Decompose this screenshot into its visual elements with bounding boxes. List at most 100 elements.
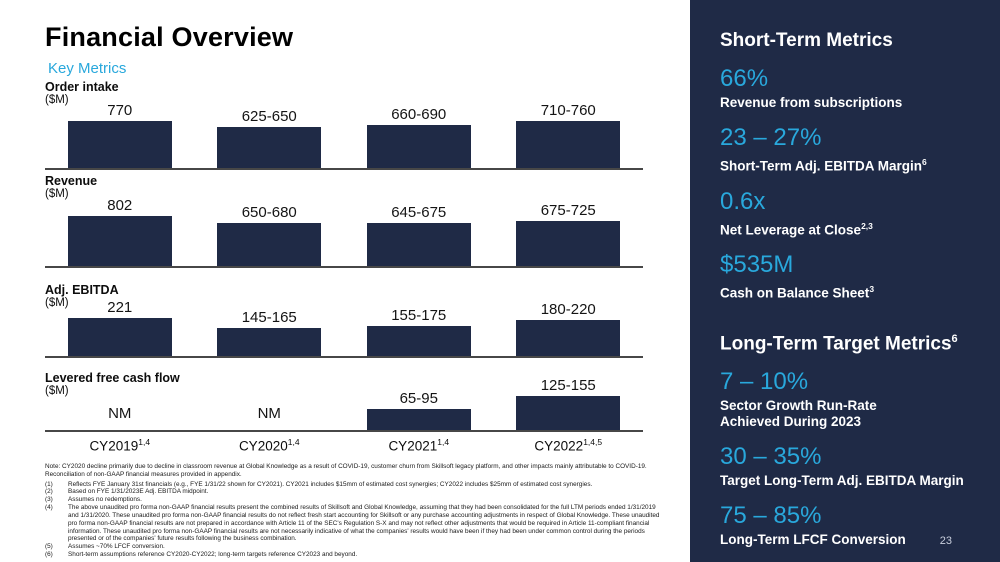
sidebar-heading-short-term: Short-Term Metrics: [720, 30, 893, 51]
footnote-number: (5): [45, 543, 53, 551]
chart-row-revenue: Revenue ($M) 802 650-680 645-675 675-725: [45, 174, 643, 268]
footnote-number: (3): [45, 496, 53, 504]
chart-unit: ($M): [45, 385, 69, 397]
footnote-list: (1) Reflects FYE January 31st financials …: [45, 481, 661, 559]
bar-value-label: 65-95: [399, 390, 438, 407]
footnote-item: (3) Assumes no redemptions.: [45, 496, 661, 504]
bar: [516, 221, 621, 266]
metric-lt-lfcf-conversion: 75 – 85% Long-Term LFCF Conversion: [720, 501, 976, 548]
bar-value-label: 660-690: [391, 106, 447, 123]
metric-label: Net Leverage at Close2,3: [720, 220, 873, 238]
bar: [366, 326, 471, 356]
sidebar-section-short-term: Short-Term Metrics 66% Revenue from subscr…: [720, 30, 976, 302]
superscript: 1,4,5: [583, 437, 603, 447]
bar-cell: 710-760: [494, 103, 644, 168]
bar: [217, 127, 322, 168]
metric-label: Short-Term Adj. EBITDA Margin6: [720, 157, 927, 174]
metric-label: Revenue from subscriptions: [720, 95, 903, 110]
chart-row-adj-ebitda: Adj. EBITDA ($M) 221 145-165 155-175 180-220: [45, 283, 643, 358]
metric-value: 0.6x: [720, 187, 766, 215]
superscript: 6: [951, 332, 958, 345]
bar-value-label: 145-165: [241, 309, 297, 326]
chart-area: 221 145-165 155-175 180-220: [45, 300, 643, 358]
chart-unit: ($M): [45, 94, 69, 106]
chart-title: Order intake: [45, 80, 119, 94]
footnote-text: Assumes no redemptions.: [68, 496, 142, 504]
bar-cell: 770: [45, 103, 195, 168]
bar-value-label: 180-220: [540, 301, 596, 318]
bar-value-label: 221: [107, 299, 133, 316]
superscript: 1,4: [138, 437, 151, 447]
metric-st-ebitda-margin: 23 – 27% Short-Term Adj. EBITDA Margin6: [720, 125, 976, 175]
metric-label: Target Long-Term Adj. EBITDA Margin: [720, 472, 964, 488]
footnote-note: Note: CY2020 decline primarily due to de…: [45, 463, 647, 478]
x-axis-label-cy2020: CY20201,4: [238, 437, 300, 454]
bar: [67, 121, 172, 168]
bar-cell: 645-675: [344, 198, 494, 266]
bar-value-label: 125-155: [540, 377, 596, 394]
superscript: 2,3: [861, 220, 873, 231]
metric-label: Sector Growth Run-Rate Achieved During 20…: [720, 397, 877, 429]
charts: Order intake ($M) 770 625-650 660-690 710-760…: [45, 0, 643, 562]
chart-unit: ($M): [45, 297, 69, 309]
page-number: 23: [939, 535, 952, 547]
footnote-number: (6): [45, 550, 53, 558]
chart-area: 802 650-680 645-675 675-725: [45, 198, 643, 268]
subtitle-key-metrics: Key Metrics: [48, 60, 127, 77]
metrics-sidebar: Short-Term Metrics 66% Revenue from subscr…: [690, 0, 1000, 562]
bar-value-label: 802: [107, 197, 133, 214]
bar: [516, 320, 621, 356]
metric-label: Long-Term LFCF Conversion: [720, 531, 906, 547]
bar-cell: 660-690: [344, 103, 494, 168]
metric-cash-balance: $535M Cash on Balance Sheet3: [720, 252, 976, 302]
footnote-text: The above unaudited pro forma non-GAAP f…: [68, 504, 660, 543]
chart-title: Revenue: [45, 174, 98, 188]
bar: [516, 396, 621, 430]
metric-value: 66%: [720, 65, 769, 92]
sidebar-heading-long-term: Long-Term Target Metrics6: [720, 332, 958, 354]
metric-sector-growth: 7 – 10% Sector Growth Run-Rate Achieved Du…: [720, 367, 976, 430]
bar: [516, 121, 621, 168]
bar: [366, 223, 471, 266]
x-axis-labels: CY20191,4 CY20201,4 CY20211,4 CY20221,4,5: [45, 437, 643, 454]
page-title: Financial Overview: [45, 22, 294, 52]
footnote-item: (1) Reflects FYE January 31st financials …: [45, 481, 661, 489]
metric-value: 23 – 27%: [720, 124, 822, 151]
bar-value-label: 155-175: [391, 307, 447, 324]
bar-value-label: 710-760: [540, 102, 596, 119]
footnote-text: Assumes ~70% LFCF conversion.: [68, 543, 165, 551]
footnote-number: (4): [45, 504, 53, 512]
bar: [217, 223, 322, 266]
bar-cell: 650-680: [195, 198, 345, 266]
x-axis-label-cy2022: CY20221,4,5: [534, 437, 603, 454]
superscript: 3: [869, 284, 875, 294]
metric-lt-ebitda-margin: 30 – 35% Target Long-Term Adj. EBITDA Mar…: [720, 442, 976, 489]
bar: [217, 328, 322, 356]
chart-row-levered-fcf: Levered free cash flow ($M) NM NM 65-95 125-1…: [45, 371, 643, 432]
bar: [366, 125, 471, 168]
sidebar-section-long-term: Long-Term Target Metrics6 7 – 10% Sector G…: [720, 328, 976, 548]
bar-value-label: 650-680: [241, 204, 297, 221]
sidebar-sections: Short-Term Metrics 66% Revenue from subscr…: [720, 30, 976, 548]
metric-value: 30 – 35%: [720, 442, 822, 470]
footnote-item: (5) Assumes ~70% LFCF conversion.: [45, 543, 661, 551]
metric-value: $535M: [720, 251, 794, 278]
x-axis-label-cy2019: CY20191,4: [89, 437, 151, 454]
bar: [67, 318, 172, 356]
bar-value-label: NM: [257, 405, 281, 422]
bar-cell: 802: [45, 198, 195, 266]
bar-cell: 145-165: [195, 300, 345, 356]
bar-cell: NM: [45, 378, 195, 430]
metric-value: 75 – 85%: [720, 501, 822, 529]
chart-title: Adj. EBITDA: [45, 283, 119, 297]
footnote-text: Based on FYE 1/31/2023E Adj. EBITDA midp…: [68, 488, 209, 496]
bar-cell: NM: [195, 378, 345, 430]
footnote-item: (6) Short-term assumptions reference CY20…: [45, 551, 661, 559]
metric-value: 7 – 10%: [720, 367, 809, 395]
superscript: 6: [922, 157, 927, 167]
bar-cell: 155-175: [344, 300, 494, 356]
bar-cell: 65-95: [344, 378, 494, 430]
bar-value-label: 675-725: [540, 202, 596, 219]
chart-area: 770 625-650 660-690 710-760: [45, 103, 643, 170]
metric-label: Cash on Balance Sheet3: [720, 284, 875, 301]
